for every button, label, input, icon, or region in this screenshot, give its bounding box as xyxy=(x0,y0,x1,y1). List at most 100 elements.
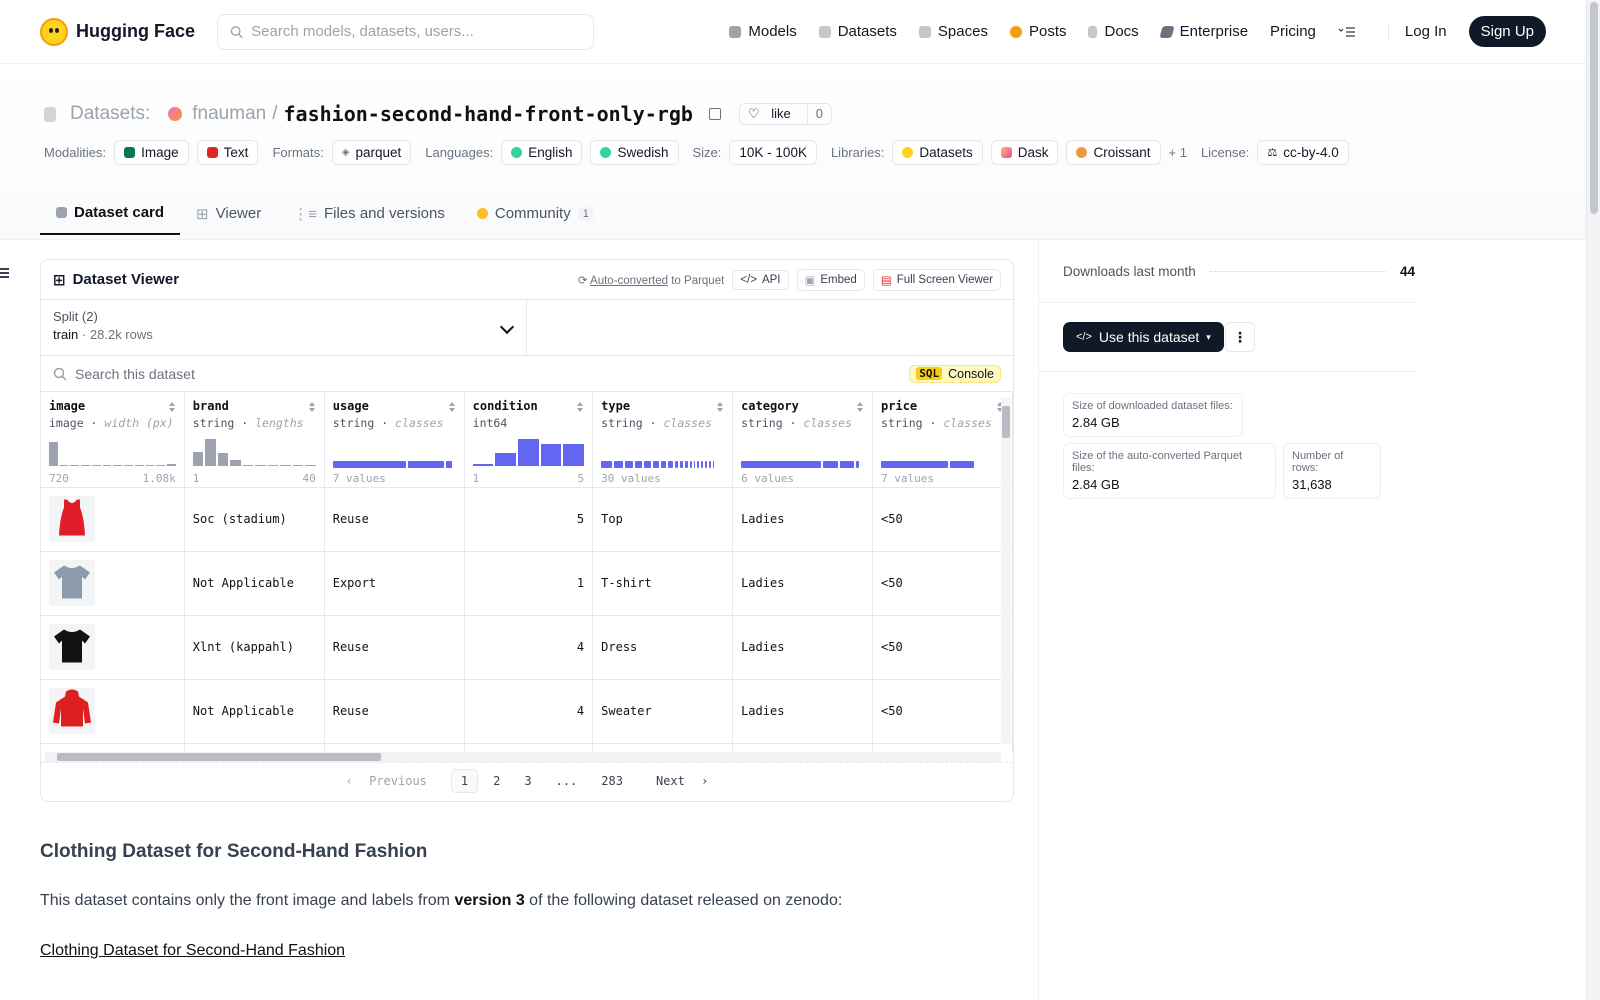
cell-condition[interactable]: 4 xyxy=(464,679,594,744)
cell-empty[interactable] xyxy=(41,743,185,752)
class-segment[interactable] xyxy=(624,461,633,468)
column-header-category[interactable]: category string · classes 6 values xyxy=(732,392,874,488)
cell-brand[interactable]: Not Applicable xyxy=(184,551,325,616)
histogram-bar[interactable] xyxy=(124,464,133,466)
garment-thumbnail[interactable] xyxy=(49,560,95,606)
histogram-bar[interactable] xyxy=(192,452,204,466)
sort-icon[interactable] xyxy=(997,402,1004,412)
class-segment[interactable] xyxy=(634,461,642,468)
histogram-bar[interactable] xyxy=(540,443,562,466)
histogram-bar[interactable] xyxy=(495,453,517,466)
sort-icon[interactable] xyxy=(168,402,176,412)
cell-empty[interactable] xyxy=(872,743,1013,752)
sort-icon[interactable] xyxy=(577,402,584,412)
histogram-bar[interactable] xyxy=(49,442,58,466)
page-3[interactable]: 3 xyxy=(524,773,532,788)
cell-empty[interactable] xyxy=(324,743,465,752)
table-horizontal-scrollbar[interactable] xyxy=(45,752,1001,762)
table-vertical-scrollbar[interactable] xyxy=(1001,398,1011,744)
class-segment[interactable] xyxy=(408,461,445,468)
class-segment[interactable] xyxy=(701,461,703,468)
nav-pricing[interactable]: Pricing xyxy=(1270,23,1316,40)
page-scrollbar[interactable] xyxy=(1586,0,1600,1000)
column-header-brand[interactable]: brand string · lengths 1 40 xyxy=(184,392,325,488)
cell-type[interactable]: Sweater xyxy=(592,679,734,744)
dataset-name[interactable]: fashion-second-hand-front-only-rgb xyxy=(283,102,693,126)
cell-category[interactable]: Ladies xyxy=(732,615,874,680)
owner-link[interactable]: fnauman xyxy=(192,103,267,124)
cell-image[interactable] xyxy=(41,679,185,744)
garment-thumbnail[interactable] xyxy=(49,496,95,542)
class-segment[interactable] xyxy=(661,461,667,468)
histogram-bar[interactable] xyxy=(81,464,90,466)
cell-category[interactable]: Ladies xyxy=(732,487,874,552)
cell-type[interactable]: T-shirt xyxy=(592,551,734,616)
class-segment[interactable] xyxy=(855,461,860,468)
class-segment[interactable] xyxy=(668,461,673,468)
tag-datasets-lib[interactable]: Datasets xyxy=(892,140,983,165)
class-segment[interactable] xyxy=(601,461,612,468)
embed-button[interactable]: ▣ Embed xyxy=(796,268,865,291)
column-header-price[interactable]: price string · classes 7 values xyxy=(872,392,1013,488)
cell-condition[interactable]: 1 xyxy=(464,551,594,616)
table-row[interactable]: Xlnt (kappahl) Reuse 4 Dress Ladies <50 xyxy=(41,615,1013,680)
histogram-bar[interactable] xyxy=(472,463,494,466)
more-options-icon[interactable]: ⋮ xyxy=(1225,322,1255,352)
class-segment[interactable] xyxy=(839,461,854,468)
like-button[interactable]: ♡ like 0 xyxy=(738,103,832,125)
histogram-bar[interactable] xyxy=(205,439,216,466)
toc-toggle-icon[interactable] xyxy=(0,268,9,280)
class-segment[interactable] xyxy=(741,461,821,468)
sort-icon[interactable] xyxy=(717,402,724,412)
histogram-bar[interactable] xyxy=(102,464,112,466)
dataset-search[interactable]: Search this dataset SQL Console xyxy=(41,356,1013,392)
histogram-bar[interactable] xyxy=(91,464,101,466)
class-segment[interactable] xyxy=(674,461,679,468)
nav-spaces[interactable]: Spaces xyxy=(918,23,988,40)
cell-usage[interactable]: Reuse xyxy=(324,487,465,552)
tab-files-and-versions[interactable]: ⋮≡ Files and versions xyxy=(277,194,461,235)
signup-button[interactable]: Sign Up xyxy=(1468,16,1546,47)
libraries-more[interactable]: + 1 xyxy=(1168,145,1187,160)
class-segment[interactable] xyxy=(881,461,948,468)
global-search-input[interactable] xyxy=(251,23,582,40)
fullscreen-button[interactable]: ▤ Full Screen Viewer xyxy=(872,268,1001,291)
owner-avatar[interactable] xyxy=(168,107,183,121)
tab-dataset-card[interactable]: Dataset card xyxy=(40,194,181,235)
scrollbar-thumb[interactable] xyxy=(57,753,381,761)
sort-icon[interactable] xyxy=(857,402,864,412)
class-segment[interactable] xyxy=(708,461,711,468)
scrollbar-thumb[interactable] xyxy=(1002,406,1010,438)
next-page-button[interactable]: Next › xyxy=(638,770,717,792)
cell-brand[interactable]: Soc (stadium) xyxy=(184,487,325,552)
tab-viewer[interactable]: ⊞ Viewer xyxy=(180,194,277,235)
class-segment[interactable] xyxy=(693,461,696,468)
scrollbar-thumb[interactable] xyxy=(1590,2,1598,214)
tag-dask[interactable]: Dask xyxy=(990,140,1059,165)
column-header-usage[interactable]: usage string · classes 7 values xyxy=(324,392,465,488)
sort-icon[interactable] xyxy=(308,402,316,412)
api-button[interactable]: </> API xyxy=(732,269,789,290)
tag-croissant[interactable]: Croissant xyxy=(1066,140,1161,165)
class-segment[interactable] xyxy=(697,461,700,468)
tag-swedish[interactable]: Swedish xyxy=(590,140,679,165)
cell-type[interactable]: Dress xyxy=(592,615,734,680)
nav-datasets[interactable]: Datasets xyxy=(818,23,897,40)
class-segment[interactable] xyxy=(689,461,692,468)
cell-image[interactable] xyxy=(41,551,185,616)
class-segment[interactable] xyxy=(822,461,838,468)
histogram-bar[interactable] xyxy=(167,463,176,466)
cell-type[interactable]: Top xyxy=(592,487,734,552)
brand[interactable]: Hugging Face xyxy=(40,17,195,46)
histogram-bar[interactable] xyxy=(518,439,539,466)
histogram-bar[interactable] xyxy=(156,464,166,466)
nav-posts[interactable]: Posts xyxy=(1009,23,1066,40)
tag-parquet[interactable]: ◈ parquet xyxy=(331,140,412,165)
histogram-bar[interactable] xyxy=(70,464,80,466)
auto-converted-link[interactable]: Auto-converted xyxy=(590,274,669,287)
cell-price[interactable]: <50 xyxy=(872,487,1013,552)
page-283[interactable]: 283 xyxy=(601,773,623,788)
sort-icon[interactable] xyxy=(448,402,456,412)
histogram-bar[interactable] xyxy=(59,464,69,466)
page-2[interactable]: 2 xyxy=(493,773,501,788)
